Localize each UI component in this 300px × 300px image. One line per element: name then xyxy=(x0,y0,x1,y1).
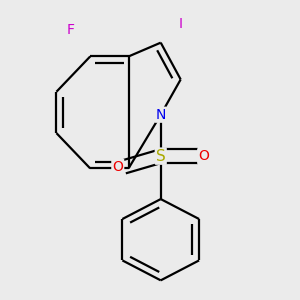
Text: O: O xyxy=(198,149,209,163)
Text: I: I xyxy=(179,17,183,31)
Text: O: O xyxy=(112,160,123,174)
Text: N: N xyxy=(155,108,166,122)
Text: S: S xyxy=(156,148,166,164)
Text: F: F xyxy=(66,23,74,38)
